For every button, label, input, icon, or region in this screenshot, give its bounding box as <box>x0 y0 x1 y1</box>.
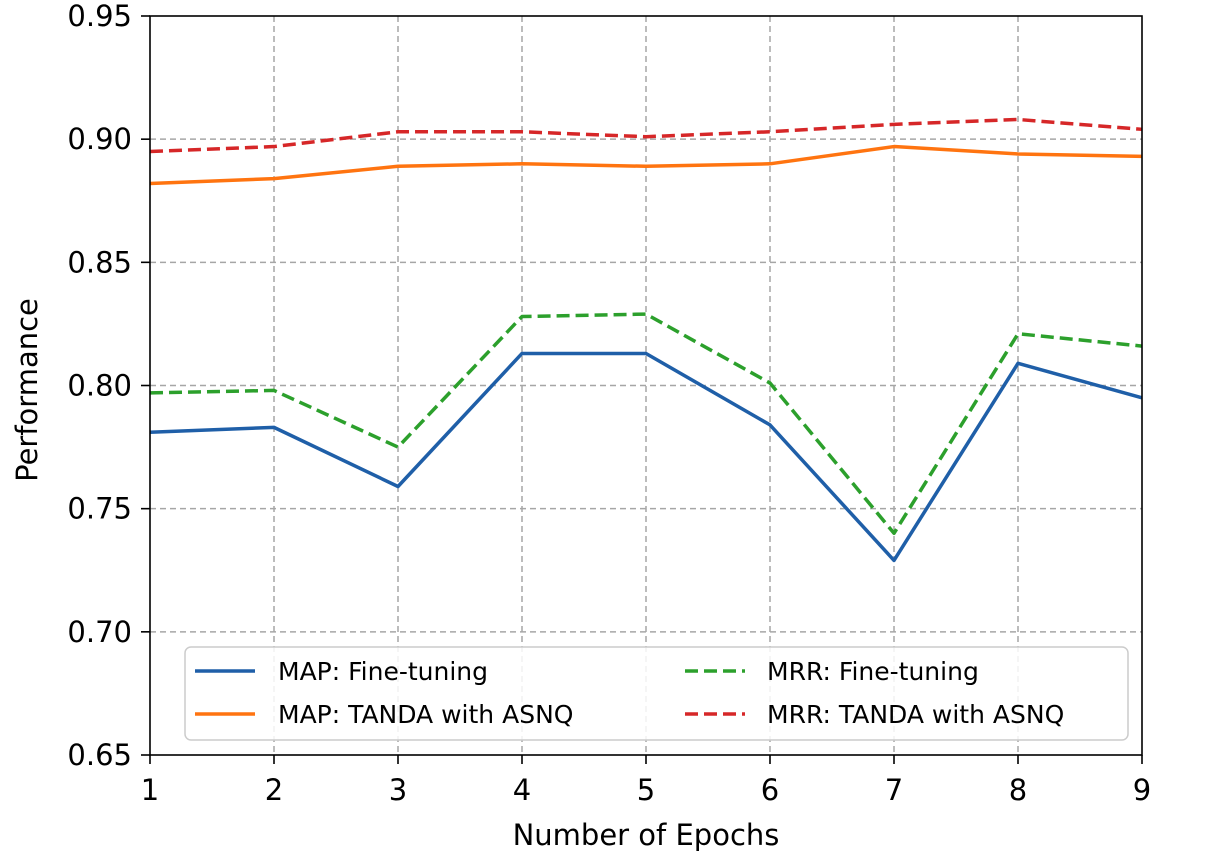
legend-entry-mrr-fine-tuning: MRR: Fine-tuning <box>767 657 979 686</box>
y-tick-label-0.75: 0.75 <box>67 492 132 526</box>
y-axis-label: Performance <box>10 298 44 482</box>
x-tick-label-5: 5 <box>637 773 655 807</box>
legend-box <box>184 646 1129 741</box>
y-tick-label-0.85: 0.85 <box>67 245 132 279</box>
legend-entry-map-fine-tuning: MAP: Fine-tuning <box>278 657 488 686</box>
series-line-map-fine-tuning <box>149 351 1143 563</box>
series-line-mrr-fine-tuning <box>149 312 1143 536</box>
y-tick-label-0.90: 0.90 <box>67 122 132 156</box>
legend-entry-mrr-tanda: MRR: TANDA with ASNQ <box>767 700 1064 729</box>
axis-ticks: 1 2 3 4 5 6 7 8 9 0.65 0.70 0.75 0.80 0.85 0.90 0.95 <box>67 0 1151 807</box>
x-tick-label-9: 9 <box>1133 773 1151 807</box>
legend: MAP: Fine-tuning MAP: TANDA with ASNQ MR… <box>184 646 1129 741</box>
legend-entry-map-tanda: MAP: TANDA with ASNQ <box>278 700 573 729</box>
x-axis-label: Number of Epochs <box>513 818 780 852</box>
series-line-map-tanda-with-asnq <box>149 144 1143 186</box>
x-tick-label-1: 1 <box>141 773 159 807</box>
x-tick-label-4: 4 <box>513 773 531 807</box>
y-tick-label-0.80: 0.80 <box>67 369 132 403</box>
x-tick-label-6: 6 <box>761 773 779 807</box>
series-line-mrr-tanda-with-asnq <box>149 117 1143 154</box>
x-tick-label-7: 7 <box>885 773 903 807</box>
grid-lines <box>150 16 1142 755</box>
x-tick-label-2: 2 <box>265 773 283 807</box>
series-lines <box>149 117 1143 563</box>
y-tick-label-0.95: 0.95 <box>67 0 132 33</box>
y-tick-label-0.70: 0.70 <box>67 615 132 649</box>
x-tick-label-8: 8 <box>1009 773 1027 807</box>
x-tick-label-3: 3 <box>389 773 407 807</box>
y-tick-label-0.65: 0.65 <box>67 738 132 772</box>
